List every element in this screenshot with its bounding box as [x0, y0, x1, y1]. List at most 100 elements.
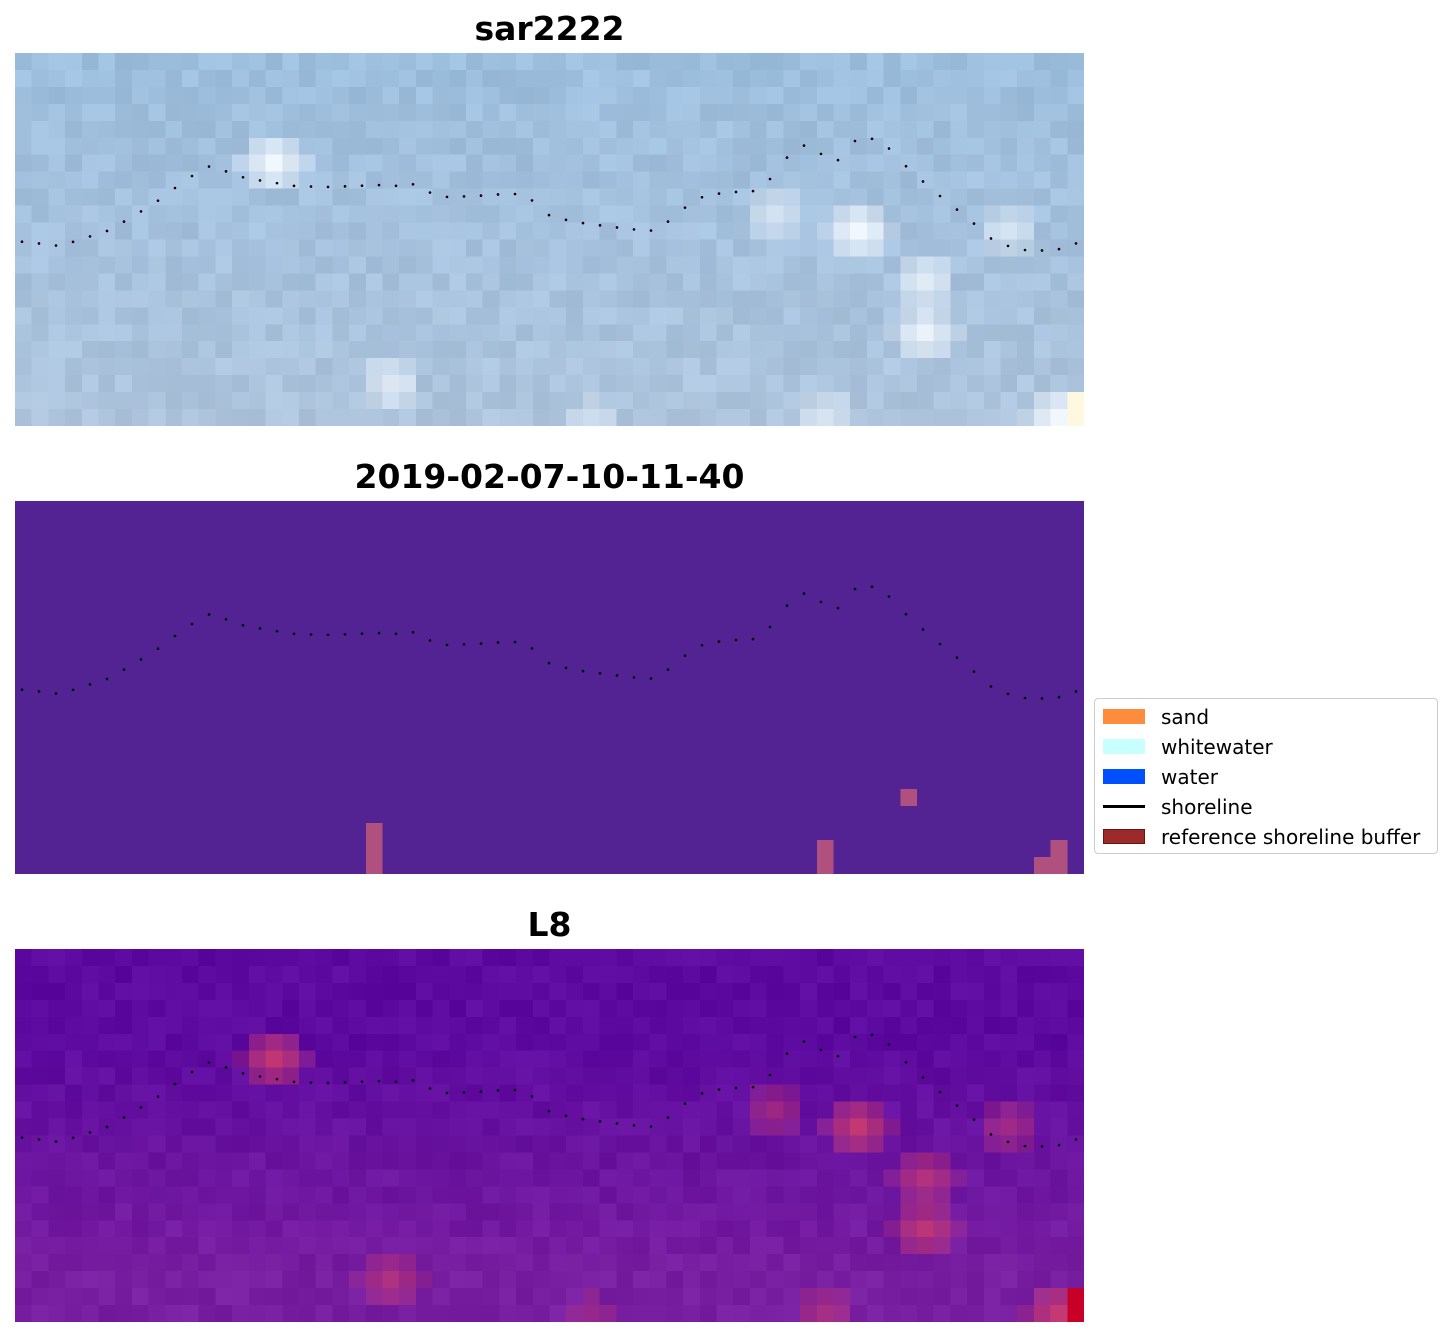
pixel — [382, 1220, 400, 1238]
pixel — [649, 53, 667, 71]
pixel — [215, 392, 233, 410]
pixel — [967, 239, 985, 257]
pixel — [165, 1288, 183, 1306]
pixel — [482, 1305, 500, 1322]
pixel — [15, 375, 33, 393]
pixel — [15, 1271, 33, 1289]
pixel — [182, 1050, 200, 1069]
pixel — [415, 256, 434, 274]
pixel — [399, 171, 417, 190]
pixel — [716, 392, 734, 410]
pixel — [950, 1118, 968, 1136]
pixel — [1067, 86, 1084, 105]
pixel — [365, 171, 383, 190]
pixel — [616, 1271, 634, 1289]
pixel — [566, 1050, 584, 1069]
pixel — [582, 1220, 601, 1238]
pixel — [131, 999, 150, 1018]
pixel — [967, 409, 985, 426]
pixel — [633, 1271, 651, 1289]
pixel — [165, 273, 183, 291]
pixel — [165, 256, 183, 274]
pixel — [516, 1084, 534, 1103]
pixel — [716, 1254, 734, 1272]
pixel — [232, 1101, 250, 1120]
pixel — [1050, 1288, 1068, 1306]
shoreline-point — [139, 1106, 143, 1109]
pixel — [415, 1067, 434, 1086]
pixel — [232, 222, 250, 240]
pixel — [349, 171, 367, 190]
pixel — [332, 273, 350, 291]
pixel — [883, 205, 901, 224]
pixel — [232, 324, 250, 342]
pixel — [549, 1288, 567, 1306]
pixel — [916, 1305, 935, 1322]
pixel — [432, 171, 450, 190]
pixel — [15, 188, 33, 207]
pixel — [1067, 1152, 1084, 1170]
pixel — [933, 103, 951, 122]
pixel — [1000, 1152, 1018, 1170]
pixel — [816, 69, 834, 88]
pixel — [1000, 103, 1018, 122]
pixel — [182, 1033, 200, 1052]
pixel — [1033, 290, 1052, 308]
pixel — [800, 1101, 818, 1120]
pixel — [232, 1254, 250, 1272]
pixel — [649, 1288, 667, 1306]
pixel — [967, 154, 985, 173]
pixel — [1050, 392, 1068, 410]
shoreline-point — [122, 668, 126, 671]
pixel — [950, 1271, 968, 1289]
pixel — [115, 307, 133, 325]
pixel — [766, 409, 784, 426]
pixel — [633, 1186, 651, 1204]
pixel — [265, 1050, 283, 1069]
pixel — [1067, 1118, 1084, 1136]
pixel — [850, 222, 868, 240]
pixel — [198, 1203, 216, 1221]
pixel — [582, 1186, 601, 1204]
pixel — [833, 358, 851, 376]
pixel — [365, 1118, 383, 1136]
pixel — [783, 53, 801, 71]
pixel — [1033, 103, 1052, 122]
pixel — [399, 1288, 417, 1306]
pixel — [666, 188, 684, 207]
pixel — [499, 324, 517, 342]
pixel — [649, 1084, 667, 1103]
pixel — [449, 1084, 467, 1103]
pixel — [215, 290, 233, 308]
pixel — [499, 1254, 517, 1272]
pixel — [866, 273, 885, 291]
pixel — [131, 1016, 150, 1035]
pixel — [599, 1288, 617, 1306]
pixel — [866, 341, 885, 359]
pixel — [349, 1288, 367, 1306]
pixel — [850, 375, 868, 393]
pixel — [866, 171, 885, 190]
pixel — [415, 103, 434, 122]
pixel — [382, 965, 400, 984]
pixel — [432, 205, 450, 224]
pixel — [1050, 103, 1068, 122]
pixel — [699, 1305, 718, 1322]
shoreline-point — [887, 147, 891, 150]
pixel — [31, 1152, 49, 1170]
pixel — [265, 53, 283, 71]
shoreline-point — [496, 641, 500, 644]
pixel — [616, 273, 634, 291]
pixel — [967, 1101, 985, 1120]
pixel — [1050, 1305, 1068, 1322]
pixel — [465, 53, 484, 71]
pixel — [399, 1237, 417, 1255]
pixel — [683, 1152, 701, 1170]
pixel — [148, 1186, 166, 1204]
pixel — [81, 103, 100, 122]
pixel — [131, 171, 150, 190]
pixel — [783, 1203, 801, 1221]
pixel — [683, 1203, 701, 1221]
pixel — [532, 1118, 550, 1136]
pixel — [649, 86, 667, 105]
